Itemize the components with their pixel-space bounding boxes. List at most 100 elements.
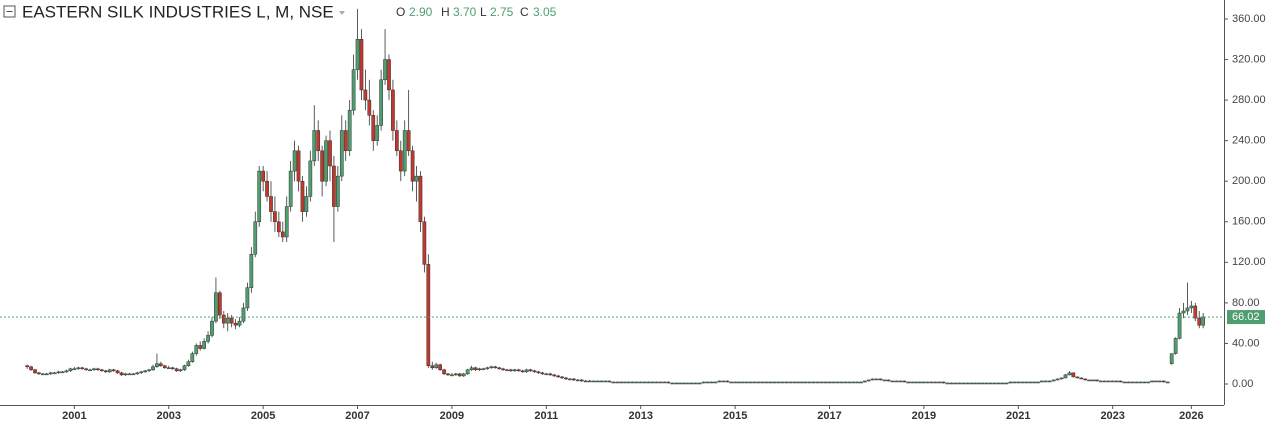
collapse-icon[interactable]	[3, 5, 16, 18]
candle-body	[387, 59, 391, 91]
candle-body	[776, 381, 781, 384]
candle-body	[953, 382, 958, 385]
candle-body	[528, 369, 533, 372]
candle-body	[741, 381, 745, 384]
candle-body	[143, 370, 147, 373]
candle-body	[434, 364, 439, 369]
x-tick-label: 2009	[440, 410, 464, 422]
candle-body	[72, 368, 77, 371]
candle-body	[1036, 381, 1040, 384]
candle-body	[579, 379, 584, 382]
candle-body	[64, 370, 69, 373]
candle-body	[44, 373, 49, 376]
candle-body	[807, 381, 812, 384]
candle-body	[1032, 381, 1036, 384]
candle-body	[516, 369, 521, 372]
candle-body	[52, 372, 57, 375]
candle-body	[870, 378, 875, 381]
candle-body	[328, 140, 332, 167]
candle-body	[1095, 379, 1099, 382]
candle-body	[910, 381, 914, 384]
candle-body	[1087, 379, 1091, 382]
y-tick-label: 120.00	[1232, 256, 1266, 268]
candle-body	[788, 381, 793, 384]
candle-body	[265, 180, 269, 197]
chart-title: EASTERN SILK INDUSTRIES L, M, NSE	[22, 2, 334, 21]
candle-body	[151, 366, 155, 371]
candle-body	[851, 381, 855, 384]
candle-body	[147, 369, 151, 372]
candle-body	[1150, 380, 1154, 383]
candle-body	[493, 366, 498, 369]
candle-body	[996, 382, 1001, 385]
candle-body	[37, 372, 41, 375]
candle-body	[33, 369, 37, 374]
candle-body	[540, 372, 545, 375]
ohlc-legend-value: 2.90	[409, 5, 433, 19]
candle-body	[969, 382, 973, 385]
candle-body	[571, 378, 576, 381]
candle-body	[1059, 377, 1064, 380]
candle-body	[280, 231, 285, 238]
candle-body	[107, 369, 112, 373]
dropdown-arrow[interactable]	[339, 11, 345, 15]
candle-body	[945, 382, 950, 385]
candle-body	[981, 382, 985, 385]
candle-body	[1165, 381, 1170, 384]
candle-body	[206, 335, 210, 342]
candle-body	[395, 130, 399, 152]
candle-body	[100, 369, 104, 372]
candle-body	[41, 373, 45, 376]
candle-body	[162, 365, 167, 369]
candle-body	[552, 374, 557, 377]
candle-body	[977, 382, 981, 385]
candle-body	[890, 380, 895, 383]
x-tick-label: 2007	[345, 410, 369, 422]
candle-body	[611, 381, 616, 384]
candle-body	[756, 381, 761, 384]
candle-body	[438, 364, 442, 371]
candle-body	[339, 130, 344, 177]
candle-body	[430, 365, 435, 369]
candle-body	[198, 345, 203, 349]
candle-body	[343, 130, 348, 152]
candle-body	[249, 253, 254, 288]
candle-body	[1161, 380, 1166, 383]
candle-body	[1071, 372, 1076, 378]
candle-body	[544, 373, 549, 376]
candle-body	[902, 380, 907, 383]
candle-body	[619, 381, 623, 384]
candle-body	[627, 381, 631, 384]
candle-body	[839, 381, 844, 384]
candle-body	[119, 372, 124, 376]
last-price-box	[1227, 310, 1265, 325]
candle-body	[961, 382, 966, 385]
candle-body	[1138, 381, 1143, 384]
candle-body	[308, 160, 313, 197]
candle-body	[737, 381, 741, 384]
candle-body	[729, 381, 734, 384]
candle-body	[654, 381, 659, 384]
candle-body	[103, 370, 108, 373]
candle-body	[182, 365, 187, 371]
candle-body	[221, 314, 226, 324]
candle-body	[1146, 381, 1150, 384]
candle-body	[194, 345, 199, 354]
candle-body	[922, 381, 926, 384]
candle-body	[174, 368, 179, 372]
candle-body	[442, 369, 446, 375]
candle-body	[717, 380, 722, 383]
candle-body	[25, 365, 29, 368]
candle-body	[454, 373, 458, 376]
candle-body	[678, 382, 682, 385]
ohlc-legend-label: O	[396, 5, 405, 19]
candle-body	[1177, 312, 1182, 339]
candle-body	[422, 221, 427, 265]
candle-body	[804, 381, 808, 384]
candle-body	[84, 368, 88, 371]
candle-body	[894, 380, 899, 383]
candle-body	[760, 381, 765, 384]
candle-body	[1181, 310, 1186, 314]
candle-body	[96, 368, 100, 371]
candle-body	[595, 380, 600, 383]
